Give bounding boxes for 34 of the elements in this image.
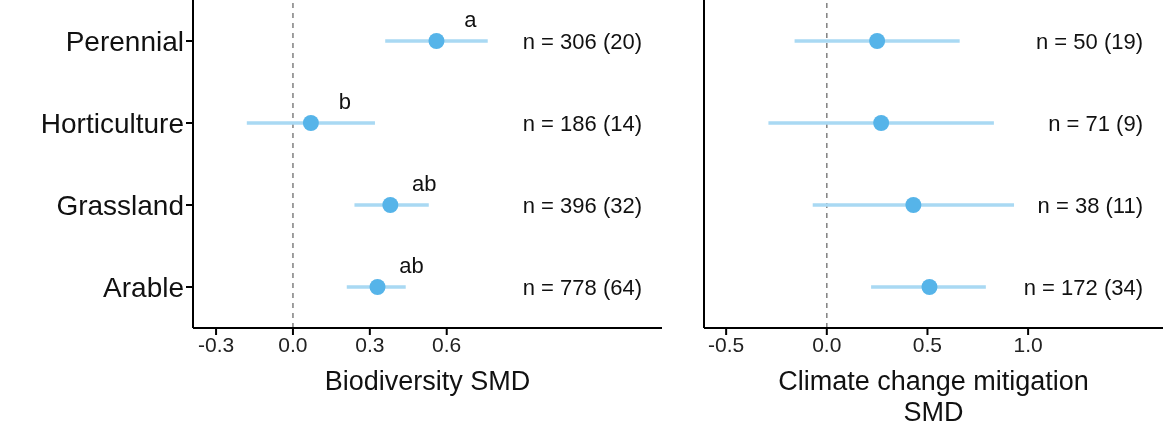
annotation: n = 186 (14): [522, 111, 642, 136]
y-tick-label: Horticulture: [40, 107, 184, 139]
annotation: n = 396 (32): [522, 193, 642, 218]
x-tick-label: 0.3: [355, 332, 385, 356]
point: [382, 197, 399, 213]
x-tick-label: 1.0: [1013, 332, 1043, 356]
point: [921, 279, 938, 295]
point: [369, 279, 386, 295]
x-tick-label: 0.6: [432, 332, 462, 356]
annotation: ab: [399, 253, 424, 278]
point: [869, 33, 886, 49]
annotation: n = 71 (9): [1048, 111, 1143, 136]
x-axis-title: Climate change mitigation SMD: [777, 366, 1090, 428]
point: [873, 115, 890, 131]
x-tick-label: -0.5: [708, 332, 745, 356]
point: [905, 197, 922, 213]
x-tick-label: 0.0: [278, 332, 308, 356]
point: [428, 33, 445, 49]
annotation: b: [338, 89, 352, 114]
annotation: ab: [412, 171, 437, 196]
y-tick-label: Arable: [103, 271, 184, 303]
annotation: n = 38 (11): [1037, 193, 1143, 218]
x-tick-label: -0.3: [197, 332, 235, 356]
y-tick-label: Perennial: [65, 25, 184, 57]
annotation: n = 306 (20): [522, 29, 642, 54]
x-tick-label: 0.5: [912, 332, 943, 356]
x-axis-title: Biodiversity SMD: [323, 366, 532, 397]
annotation: n = 172 (34): [1023, 275, 1143, 300]
point: [302, 115, 319, 131]
annotation: a: [464, 7, 478, 32]
annotation: n = 50 (19): [1035, 29, 1143, 54]
annotation: n = 778 (64): [522, 275, 642, 300]
x-tick-label: 0.0: [812, 332, 842, 356]
y-tick-label: Grassland: [56, 189, 184, 221]
